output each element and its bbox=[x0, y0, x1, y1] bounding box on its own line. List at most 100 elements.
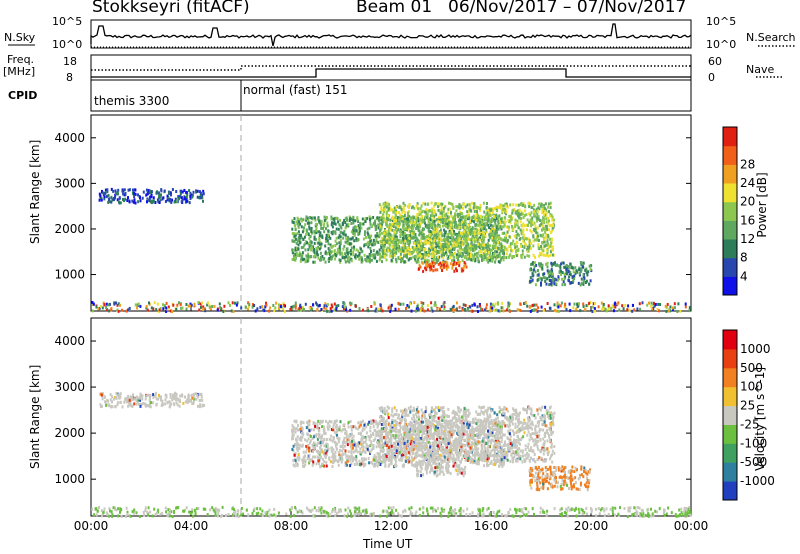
power-cell bbox=[396, 216, 399, 220]
power-cell bbox=[422, 201, 425, 205]
power-cell bbox=[406, 214, 409, 218]
power-cell bbox=[554, 261, 556, 265]
power-cell bbox=[434, 268, 437, 272]
power-cell bbox=[395, 245, 398, 249]
power-ground-cell bbox=[206, 303, 209, 307]
power-cell bbox=[550, 250, 552, 254]
power-cell bbox=[390, 234, 393, 238]
power-cell bbox=[573, 277, 576, 280]
power-cell bbox=[309, 216, 312, 219]
velocity-cell bbox=[474, 454, 476, 458]
power-cell bbox=[160, 188, 163, 192]
velocity-cell bbox=[386, 457, 389, 461]
power-cell bbox=[548, 283, 551, 287]
power-cell bbox=[458, 203, 461, 207]
power-cell bbox=[318, 238, 321, 242]
power-ground-cell bbox=[117, 309, 120, 313]
velocity-cell bbox=[301, 435, 304, 439]
power-ground-cell bbox=[269, 306, 272, 310]
power-cell bbox=[434, 233, 437, 237]
power-ground-cell bbox=[582, 304, 585, 308]
power-cell bbox=[485, 228, 488, 232]
power-cell bbox=[547, 245, 550, 249]
power-ground-cell bbox=[452, 304, 455, 308]
velocity-cell bbox=[310, 449, 313, 453]
power-cell bbox=[512, 203, 515, 207]
power-ground-cell bbox=[158, 308, 161, 312]
power-cell bbox=[328, 252, 331, 256]
power-ground-cell bbox=[568, 302, 571, 306]
power-cell bbox=[434, 227, 437, 231]
power-cell bbox=[474, 223, 477, 227]
velocity-cell bbox=[460, 426, 463, 430]
power-cell bbox=[503, 207, 506, 211]
velocity-cell bbox=[429, 436, 432, 440]
power-cell bbox=[439, 215, 442, 219]
velocity-cell bbox=[369, 425, 372, 429]
power-cell bbox=[580, 277, 583, 281]
power-ground-cell bbox=[659, 303, 662, 306]
power-cell bbox=[308, 237, 311, 241]
velocity-cell bbox=[494, 428, 497, 432]
power-cell bbox=[463, 234, 466, 238]
power-ground-cell bbox=[165, 306, 168, 310]
velocity-ytick-label: 4000 bbox=[54, 334, 85, 348]
power-cell bbox=[300, 236, 303, 240]
power-cell bbox=[469, 252, 472, 256]
power-ground-cell bbox=[97, 307, 100, 311]
power-cell bbox=[452, 262, 455, 266]
power-cell bbox=[433, 235, 436, 238]
power-cell bbox=[301, 253, 304, 257]
power-cell bbox=[383, 255, 386, 258]
power-ground-cell bbox=[105, 306, 108, 310]
power-cell bbox=[422, 253, 425, 256]
power-cell bbox=[348, 250, 350, 254]
power-cell bbox=[546, 251, 549, 255]
power-colorbar-tick: 28 bbox=[740, 157, 755, 171]
power-cell bbox=[529, 228, 532, 232]
power-cell bbox=[352, 253, 355, 257]
velocity-cell bbox=[350, 442, 353, 446]
power-cell bbox=[487, 245, 490, 249]
velocity-cell bbox=[321, 448, 323, 452]
power-cell bbox=[325, 237, 328, 241]
velocity-cell bbox=[407, 422, 410, 426]
power-ground-cell bbox=[293, 304, 296, 308]
power-cell bbox=[509, 245, 512, 248]
power-cell bbox=[500, 205, 503, 209]
power-ground-cell bbox=[523, 302, 525, 305]
power-cell bbox=[557, 275, 560, 279]
power-cell bbox=[304, 260, 307, 264]
power-cell bbox=[481, 239, 484, 243]
power-cell bbox=[370, 234, 373, 238]
power-cell bbox=[380, 236, 383, 240]
power-ground-cell bbox=[405, 307, 407, 310]
power-cell bbox=[468, 244, 471, 248]
power-cell bbox=[369, 239, 372, 243]
power-cell bbox=[478, 206, 481, 210]
power-cell bbox=[418, 263, 421, 267]
velocity-cell bbox=[304, 463, 307, 467]
power-cell bbox=[437, 202, 440, 206]
power-cell bbox=[500, 227, 503, 231]
power-cell bbox=[446, 257, 449, 261]
velocity-cell bbox=[365, 443, 368, 447]
power-cell bbox=[558, 264, 561, 268]
power-cell bbox=[412, 226, 414, 230]
power-cell bbox=[527, 237, 530, 241]
power-cell bbox=[409, 240, 412, 244]
power-cell bbox=[440, 266, 443, 270]
power-cell bbox=[533, 213, 536, 217]
power-cell bbox=[427, 220, 430, 224]
power-colorbar-tick: 16 bbox=[740, 213, 755, 227]
power-cell bbox=[414, 215, 417, 219]
power-cell bbox=[152, 196, 155, 200]
power-cell bbox=[432, 258, 435, 262]
power-cell bbox=[294, 248, 297, 252]
power-cell bbox=[386, 233, 389, 237]
power-cell bbox=[189, 191, 192, 195]
power-cell bbox=[388, 243, 391, 247]
power-cell bbox=[464, 224, 467, 227]
power-cell bbox=[552, 272, 554, 276]
power-cell bbox=[379, 252, 382, 256]
